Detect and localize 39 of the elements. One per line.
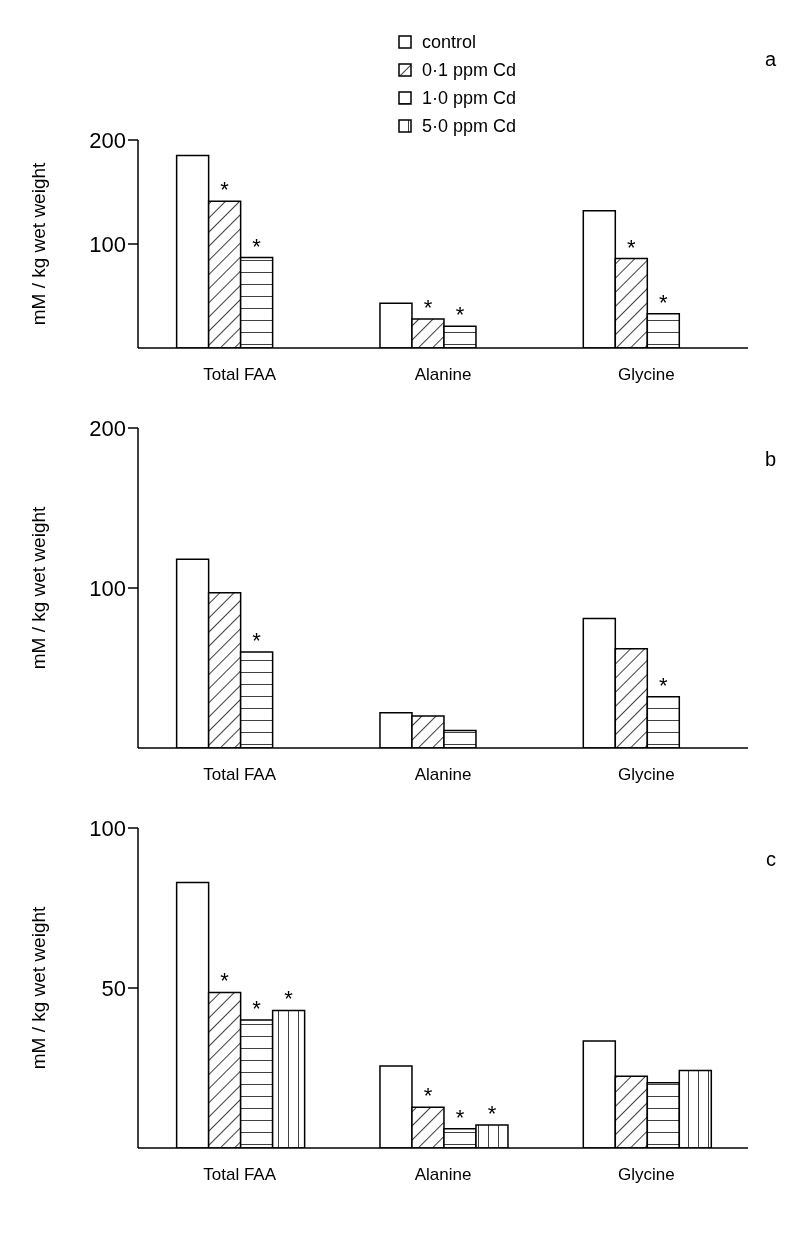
annotation: * <box>252 628 262 653</box>
legend-label: 1·0 ppm Cd <box>422 87 517 110</box>
y-tick-label: 100 <box>89 575 126 601</box>
x-tick-label: Glycine <box>617 365 675 385</box>
annotation: * <box>423 1083 433 1109</box>
x-tick-label: Total FAA <box>203 365 277 385</box>
legend-label: 0·1 ppm Cd <box>422 59 517 82</box>
text: a <box>764 48 776 71</box>
text: c <box>766 848 776 871</box>
annotation: * <box>220 968 230 994</box>
annotation: * <box>627 234 637 260</box>
annotation: * <box>220 177 230 203</box>
annotation: * <box>455 302 465 328</box>
x-tick-label: Alanine <box>414 1165 472 1185</box>
y-tick-label: 200 <box>89 415 126 441</box>
text: b <box>764 448 776 471</box>
y-axis-title: mM / kg wet weight <box>27 161 49 326</box>
y-tick-label: 50 <box>101 975 126 1001</box>
annotation: * <box>284 986 294 1012</box>
y-tick-label: 200 <box>89 127 126 153</box>
annotation: * <box>455 1104 465 1130</box>
x-tick-label: Glycine <box>617 1165 675 1185</box>
x-tick-label: Total FAA <box>203 765 277 785</box>
x-tick-label: Total FAA <box>203 1165 277 1185</box>
y-axis-title: mM / kg wet weight <box>27 505 49 670</box>
annotation: * <box>252 233 262 259</box>
annotation: * <box>659 289 669 315</box>
annotation: * <box>659 672 669 698</box>
annotation: * <box>423 294 433 320</box>
y-tick-label: 100 <box>89 231 126 257</box>
y-tick-label: 100 <box>89 815 126 841</box>
legend-label: control <box>422 31 477 54</box>
annotation: * <box>487 1100 497 1126</box>
legend-label: 5·0 ppm Cd <box>422 115 517 138</box>
x-tick-label: Alanine <box>414 365 472 385</box>
y-axis-title: mM / kg wet weight <box>27 905 49 1070</box>
x-tick-label: Glycine <box>617 765 675 785</box>
annotation: * <box>252 996 262 1021</box>
x-tick-label: Alanine <box>414 765 472 785</box>
